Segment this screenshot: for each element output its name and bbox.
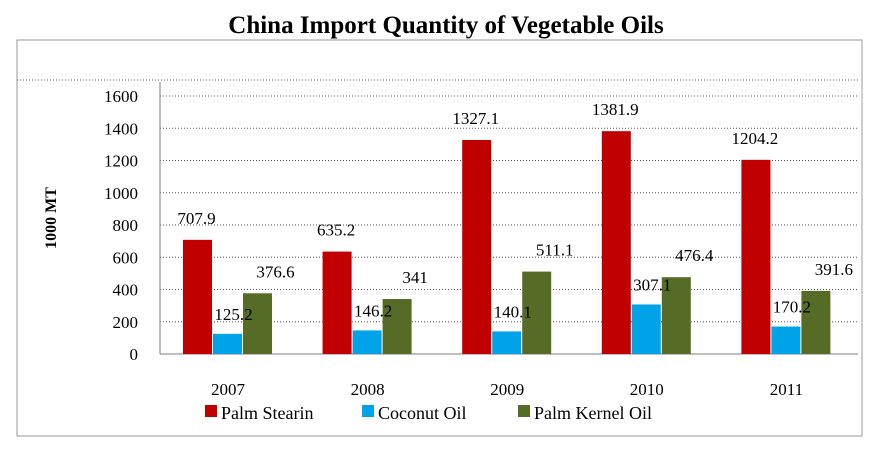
x-tick-label: 2011 [770,380,803,399]
bar [382,299,412,354]
data-label: 341 [402,268,428,287]
bar [522,271,552,354]
y-tick-label: 200 [113,313,139,332]
y-tick-labels: 0 200 400 600 800 1000 1200 1400 1600 [104,87,138,364]
gridlines [17,79,858,323]
chart-frame [16,39,863,437]
data-label: 511.1 [536,241,574,260]
data-label: 635.2 [317,221,355,240]
x-tick-label: 2010 [630,380,664,399]
bar [462,140,492,354]
bars [183,131,831,354]
data-label: 1204.2 [732,129,779,148]
y-tick-label: 400 [113,281,139,300]
data-label: 140.1 [494,302,532,321]
x-tick-label: 2008 [351,380,385,399]
x-tick-labels: 2007 2008 2009 2010 2011 [211,380,803,399]
data-label: 146.2 [354,301,392,320]
legend-label: Coconut Oil [378,403,467,423]
bar [492,331,522,354]
chart-title: China Import Quantity of Vegetable Oils [228,12,664,39]
bar [661,277,691,354]
bar [183,239,212,354]
y-tick-label: 0 [130,345,139,364]
bar [213,333,242,354]
data-label: 125.2 [214,305,252,324]
x-tick-label: 2009 [490,380,524,399]
y-tick-label: 600 [113,248,139,267]
bar [631,304,661,354]
y-tick-label: 1600 [104,87,138,106]
legend-swatch [362,405,374,417]
data-label: 376.6 [256,262,294,281]
data-label: 307.1 [633,275,671,294]
legend-swatch [205,405,217,417]
data-label: 391.6 [815,260,853,279]
y-tick-label: 800 [113,216,139,235]
y-axis-label: 1000 MT [43,187,60,249]
bar [322,251,352,354]
bar [741,159,771,354]
y-tick-label: 1200 [104,152,138,171]
data-labels: 707.9 125.2 376.6 635.2 146.2 341 1327.1 140.1 5… [177,100,853,324]
data-label: 1327.1 [452,109,499,128]
bar [352,330,382,354]
legend-swatch [518,405,530,417]
bar [601,131,631,354]
data-label: 707.9 [177,209,215,228]
x-tick-label: 2007 [211,380,246,399]
y-tick-label: 1000 [104,184,138,203]
legend: Palm Stearin Coconut Oil Palm Kernel Oil [205,403,652,423]
legend-label: Palm Stearin [221,403,314,423]
data-label: 1381.9 [592,100,639,119]
data-label: 170.2 [773,298,811,317]
data-label: 476.4 [675,246,714,265]
legend-label: Palm Kernel Oil [534,403,652,423]
y-tick-label: 1400 [104,119,138,138]
bar [801,290,831,354]
bar [243,293,272,354]
bar [771,326,801,354]
